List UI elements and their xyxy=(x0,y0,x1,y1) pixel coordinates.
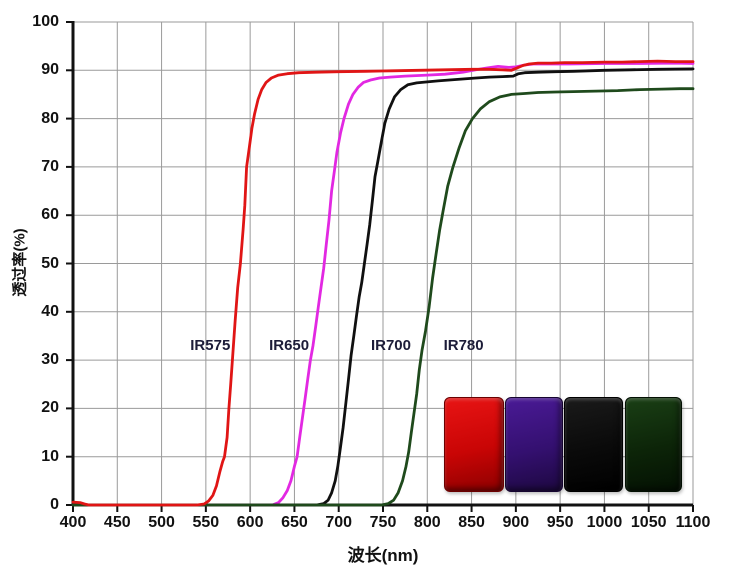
x-tick-label: 500 xyxy=(148,514,175,531)
y-tick-label: 10 xyxy=(41,447,59,465)
x-tick-label: 750 xyxy=(369,514,397,531)
y-tick-label: 50 xyxy=(41,254,59,272)
x-tick-label: 450 xyxy=(103,514,131,531)
y-tick-label: 30 xyxy=(41,351,59,369)
curve-label-IR700: IR700 xyxy=(370,336,411,354)
x-tick-label: 900 xyxy=(502,514,530,531)
curve-label-IR650: IR650 xyxy=(269,336,310,354)
curve-IR780 xyxy=(71,87,695,507)
filter-swatch-black xyxy=(563,396,624,493)
x-tick-label: 950 xyxy=(546,514,574,531)
y-tick-label: 20 xyxy=(41,399,59,417)
curve-IR650 xyxy=(71,61,695,507)
x-tick-label: 400 xyxy=(59,514,87,531)
y-tick-label: 70 xyxy=(41,157,59,175)
x-tick-label: 600 xyxy=(236,514,264,531)
filter-swatch-purple xyxy=(505,396,564,493)
curve-label-IR780: IR780 xyxy=(443,336,484,354)
curve-IR575 xyxy=(71,59,695,507)
x-tick-label: 550 xyxy=(192,514,220,531)
y-tick-label: 100 xyxy=(32,13,59,30)
curve-IR700 xyxy=(71,67,695,507)
x-tick-label: 850 xyxy=(458,514,485,531)
x-tick-label: 700 xyxy=(325,514,353,531)
x-axis-title: 波长(nm) xyxy=(347,546,419,565)
y-tick-label: 40 xyxy=(41,302,59,320)
y-tick-label: 80 xyxy=(41,109,59,127)
y-tick-label: 0 xyxy=(50,496,59,513)
x-tick-label: 650 xyxy=(281,514,308,531)
x-tick-label: 1050 xyxy=(630,514,667,531)
y-tick-label: 60 xyxy=(41,206,59,224)
curve-label-IR575: IR575 xyxy=(190,336,231,354)
filter-swatch-green xyxy=(624,396,682,493)
y-tick-label: 90 xyxy=(41,61,59,79)
filter-swatch-red xyxy=(444,396,504,493)
x-tick-label: 1000 xyxy=(586,514,623,531)
x-tick-label: 800 xyxy=(413,514,441,531)
x-tick-label: 1100 xyxy=(675,514,711,531)
